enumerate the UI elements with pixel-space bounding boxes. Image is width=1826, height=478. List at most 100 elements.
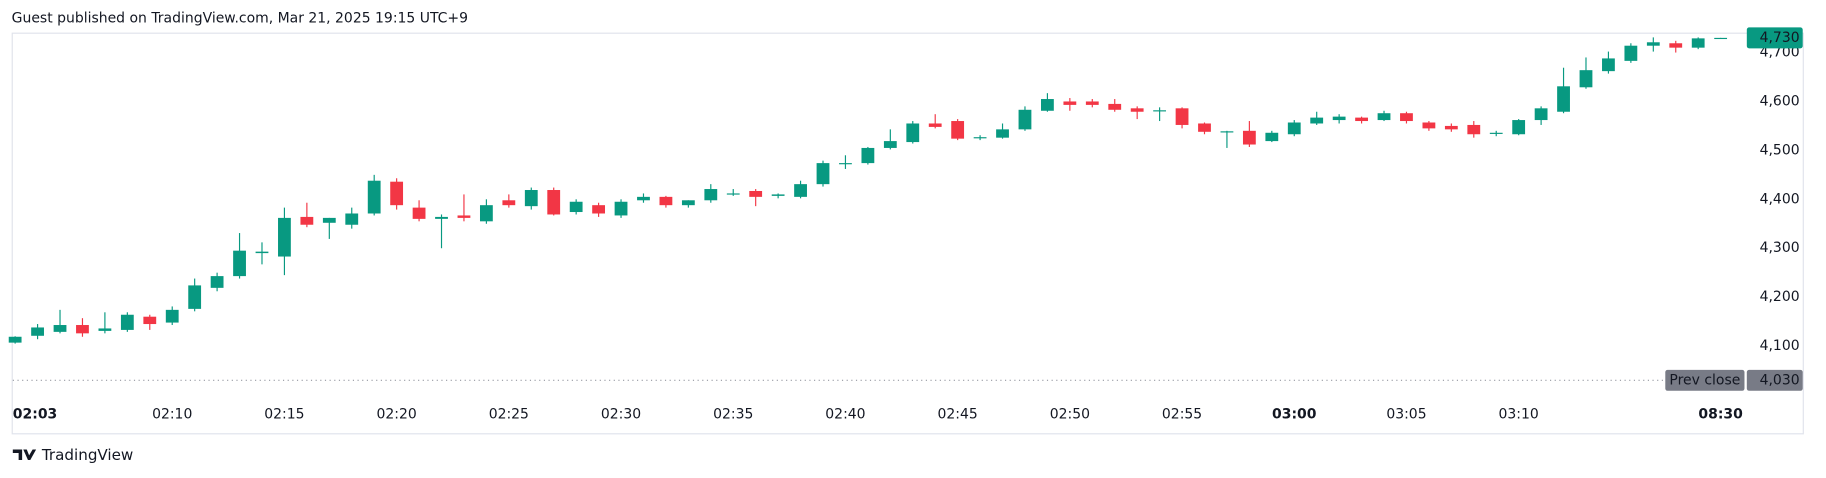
candle-body [1153, 110, 1167, 112]
candle-body [861, 147, 875, 164]
candle-body [883, 141, 897, 148]
candle-body [1624, 45, 1638, 61]
candle-body [771, 194, 785, 196]
brand-logo [12, 449, 37, 461]
candle-body [1512, 120, 1526, 135]
candle-body [345, 213, 359, 225]
candle-body [1085, 101, 1099, 105]
candle-body [1579, 70, 1593, 88]
candle-body [53, 325, 67, 332]
candle-body [614, 201, 628, 216]
x-tick-label: 02:45 [938, 407, 978, 423]
chart-title: Guest published on TradingView.com, Mar … [12, 11, 468, 27]
x-tick-label: 02:25 [489, 407, 529, 423]
candle-body [1534, 108, 1548, 121]
x-tick-label: 02:20 [376, 407, 416, 423]
candle-body [592, 205, 606, 214]
candle-body [704, 189, 718, 201]
candle-body [165, 309, 179, 323]
last-price-label: 4,730 [1760, 30, 1800, 46]
x-tick-label: 02:50 [1050, 407, 1090, 423]
candle-body [435, 216, 448, 219]
candle-body [1669, 43, 1683, 48]
candle-body [76, 325, 89, 334]
candle-body [479, 205, 493, 222]
candle-body [278, 217, 291, 257]
candle-body [794, 184, 807, 197]
y-tick-label: 4,100 [1760, 338, 1800, 354]
brand: TradingView [41, 446, 133, 464]
y-tick-label: 4,700 [1760, 45, 1800, 61]
candle-body [390, 181, 404, 206]
candle-body [1018, 109, 1032, 130]
candle-body [1220, 131, 1234, 133]
candle-body [1265, 132, 1279, 142]
prev-close-name: Prev close [1669, 372, 1740, 388]
candle-body [547, 190, 561, 215]
candle-body [637, 196, 650, 201]
candle-body [367, 180, 381, 214]
x-tick-label: 02:03 [13, 407, 57, 423]
x-tick-label: 03:00 [1272, 407, 1317, 423]
candle-body [569, 201, 583, 213]
candle-body [1422, 122, 1436, 129]
candle-body [1063, 101, 1077, 105]
candle-body [8, 336, 22, 343]
candle-body [188, 285, 202, 309]
candle-body [928, 123, 942, 127]
candle-body [1714, 37, 1728, 40]
candle-body [1602, 58, 1615, 72]
candle-body [120, 314, 134, 330]
y-tick-label: 4,300 [1760, 240, 1800, 256]
x-tick-label: 02:35 [713, 407, 753, 423]
x-tick-label: 03:10 [1499, 407, 1539, 423]
candle-body [839, 163, 852, 165]
candle-body [31, 327, 44, 336]
candle-body [1310, 117, 1324, 124]
prev-close-value-box [1746, 369, 1803, 391]
candle-body [322, 217, 336, 223]
x-tick-label: 02:40 [825, 407, 865, 423]
candle-body [1646, 42, 1660, 46]
y-tick-label: 4,200 [1760, 289, 1800, 305]
candle-body [951, 121, 965, 139]
x-tick-label: 02:10 [152, 407, 192, 423]
candle-body [98, 328, 112, 331]
last-price-box [1746, 27, 1803, 49]
candle-body [906, 123, 920, 143]
candle-body [973, 137, 987, 139]
candle-body [1489, 132, 1503, 134]
candle-body [1108, 103, 1122, 110]
prev-close-value: 4,030 [1760, 372, 1800, 388]
candle-body [300, 216, 314, 225]
candle-body [1444, 125, 1458, 130]
candle-body [726, 193, 740, 195]
candle-body [1242, 130, 1256, 145]
candle-body [1467, 124, 1481, 135]
x-tick-label: 08:30 [1698, 407, 1743, 423]
candle-body [1557, 86, 1570, 112]
candle-body [749, 190, 763, 197]
candle-body [1400, 113, 1413, 122]
candle-body [816, 163, 830, 185]
candle-body [1332, 116, 1346, 121]
candle-body [233, 250, 246, 277]
candle-body [502, 200, 516, 206]
candle-body [143, 316, 157, 325]
x-tick-label: 02:15 [264, 407, 304, 423]
candle-body [659, 196, 673, 206]
x-tick-label: 03:05 [1386, 407, 1426, 423]
y-tick-label: 4,600 [1760, 93, 1800, 109]
prev-close-name-box [1665, 369, 1745, 391]
candle-body [1691, 38, 1705, 48]
y-tick-label: 4,400 [1760, 191, 1800, 207]
candle-body [1041, 99, 1054, 111]
candle-body [1198, 123, 1211, 132]
y-tick-label: 4,500 [1760, 142, 1800, 158]
candle-body [1355, 117, 1368, 122]
candle-body [524, 190, 538, 207]
candle-body [1287, 122, 1301, 135]
pane-border [11, 32, 1804, 435]
